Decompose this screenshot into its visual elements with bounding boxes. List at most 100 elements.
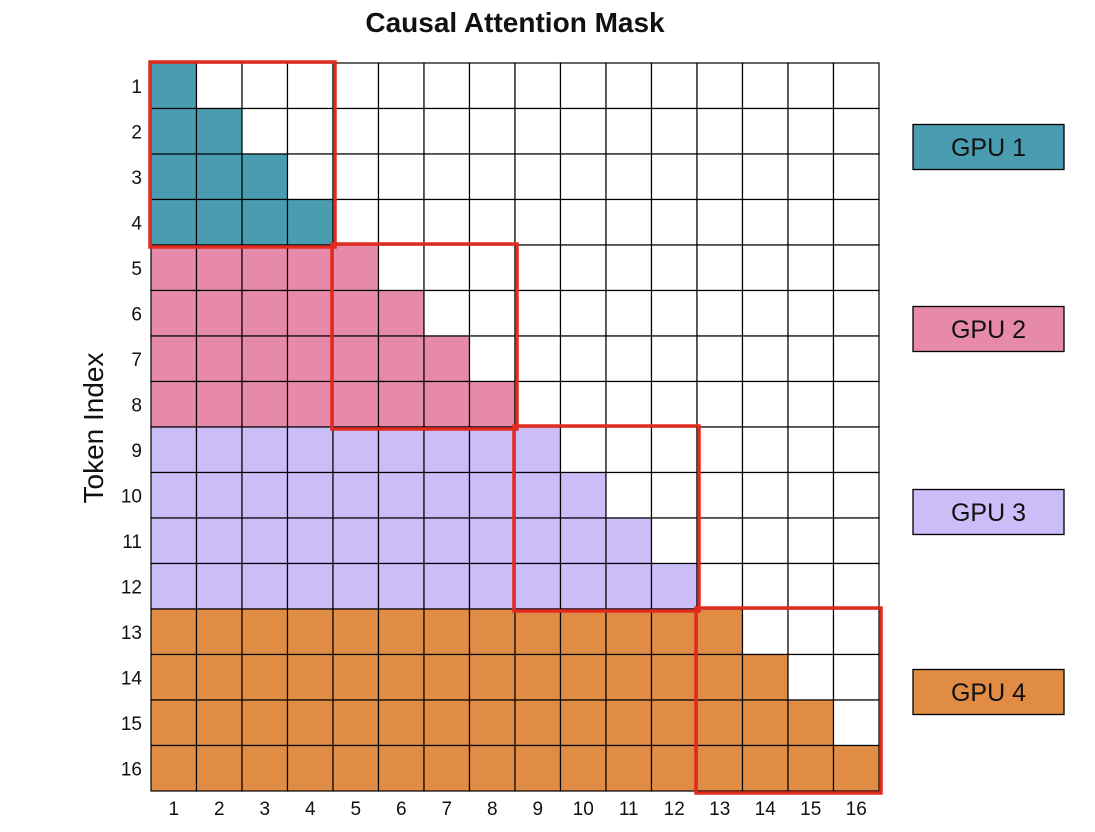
masked-cell <box>377 107 425 155</box>
attended-cell <box>332 744 380 792</box>
masked-cell <box>605 471 653 519</box>
masked-cell <box>832 380 880 428</box>
attended-cell <box>241 244 289 292</box>
masked-cell <box>468 107 516 155</box>
attended-cell <box>650 653 698 701</box>
masked-cell <box>787 198 835 246</box>
attended-cell <box>150 107 198 155</box>
row-label: 10 <box>121 486 142 507</box>
column-label: 9 <box>532 799 543 820</box>
masked-cell <box>696 289 744 337</box>
masked-cell <box>605 426 653 474</box>
masked-cell <box>650 426 698 474</box>
masked-cell <box>650 380 698 428</box>
gpu-legend-label: GPU 4 <box>951 679 1026 707</box>
y-axis-label: Token Index <box>78 353 109 504</box>
attended-cell <box>150 426 198 474</box>
masked-cell <box>468 62 516 110</box>
attended-cell <box>696 744 744 792</box>
attended-cell <box>377 608 425 656</box>
attended-cell <box>150 608 198 656</box>
attended-cell <box>195 198 243 246</box>
attended-cell <box>150 471 198 519</box>
attended-cell <box>514 426 562 474</box>
attended-cell <box>650 699 698 747</box>
attended-cell <box>332 335 380 383</box>
masked-cell <box>514 62 562 110</box>
attended-cell <box>195 380 243 428</box>
attended-cell <box>286 426 334 474</box>
attended-cell <box>423 517 471 565</box>
attended-cell <box>195 744 243 792</box>
attended-cell <box>150 244 198 292</box>
attended-cell <box>241 744 289 792</box>
column-label: 6 <box>396 799 407 820</box>
attended-cell <box>423 653 471 701</box>
masked-cell <box>605 153 653 201</box>
masked-cell <box>559 62 607 110</box>
attended-cell <box>377 471 425 519</box>
masked-cell <box>377 62 425 110</box>
masked-cell <box>787 153 835 201</box>
masked-cell <box>832 153 880 201</box>
masked-cell <box>832 653 880 701</box>
attended-cell <box>286 471 334 519</box>
row-label: 4 <box>131 213 142 234</box>
attended-cell <box>741 653 789 701</box>
attended-cell <box>332 244 380 292</box>
masked-cell <box>696 62 744 110</box>
masked-cell <box>741 562 789 610</box>
attended-cell <box>332 380 380 428</box>
masked-cell <box>605 289 653 337</box>
masked-cell <box>559 107 607 155</box>
column-label: 1 <box>168 799 179 820</box>
masked-cell <box>514 153 562 201</box>
masked-cell <box>696 426 744 474</box>
masked-cell <box>514 244 562 292</box>
masked-cell <box>787 517 835 565</box>
attended-cell <box>696 653 744 701</box>
attended-cell <box>195 426 243 474</box>
masked-cell <box>696 517 744 565</box>
attended-cell <box>195 289 243 337</box>
column-label: 14 <box>755 799 777 820</box>
attended-cell <box>377 562 425 610</box>
column-label: 7 <box>441 799 452 820</box>
attended-cell <box>150 699 198 747</box>
attended-cell <box>514 653 562 701</box>
attended-cell <box>605 653 653 701</box>
masked-cell <box>741 380 789 428</box>
attended-cell <box>195 699 243 747</box>
attended-cell <box>605 744 653 792</box>
masked-cell <box>559 153 607 201</box>
attended-cell <box>241 153 289 201</box>
attended-cell <box>832 744 880 792</box>
masked-cell <box>377 198 425 246</box>
masked-cell <box>605 335 653 383</box>
masked-cell <box>832 198 880 246</box>
masked-cell <box>559 426 607 474</box>
attended-cell <box>150 517 198 565</box>
attended-cell <box>332 608 380 656</box>
masked-cell <box>787 62 835 110</box>
masked-cell <box>832 426 880 474</box>
attended-cell <box>332 289 380 337</box>
masked-cell <box>650 289 698 337</box>
attended-cell <box>286 244 334 292</box>
masked-cell <box>377 153 425 201</box>
attended-cell <box>423 471 471 519</box>
masked-cell <box>514 289 562 337</box>
attended-cell <box>423 608 471 656</box>
masked-cell <box>559 198 607 246</box>
column-label: 13 <box>709 799 730 820</box>
masked-cell <box>741 517 789 565</box>
attended-cell <box>650 744 698 792</box>
masked-cell <box>468 153 516 201</box>
masked-cell <box>241 62 289 110</box>
masked-cell <box>832 608 880 656</box>
attended-cell <box>423 562 471 610</box>
gpu-legend-box <box>912 123 1065 171</box>
attended-cell <box>514 699 562 747</box>
attended-cell <box>377 653 425 701</box>
masked-cell <box>787 335 835 383</box>
